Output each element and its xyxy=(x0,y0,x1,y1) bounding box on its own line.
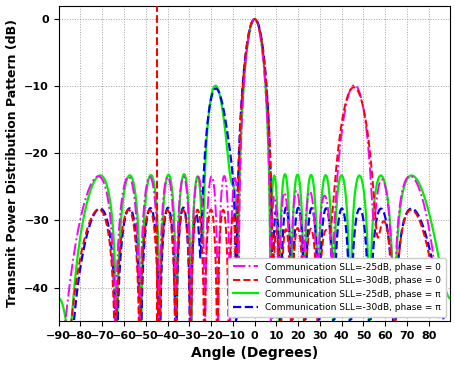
Communication SLL=-25dB, phase = 0 xyxy=(56,354,62,359)
Communication SLL=-25dB, phase = 0 xyxy=(56,355,61,359)
Communication SLL=-25dB, phase = 0 xyxy=(184,197,190,201)
Communication SLL=-25dB, phase = π xyxy=(56,296,62,301)
Communication SLL=-25dB, phase = π xyxy=(417,184,422,189)
Communication SLL=-30dB, phase = π xyxy=(342,223,348,227)
Communication SLL=-25dB, phase = π xyxy=(184,190,190,194)
Communication SLL=-25dB, phase = 0 xyxy=(251,17,257,21)
Communication SLL=-25dB, phase = 0 xyxy=(417,191,422,195)
Communication SLL=-25dB, phase = π xyxy=(259,46,264,51)
Communication SLL=-30dB, phase = 0 xyxy=(184,236,190,240)
X-axis label: Angle (Degrees): Angle (Degrees) xyxy=(191,347,318,361)
Legend: Communication SLL=-25dB, phase = 0, Communication SLL=-30dB, phase = 0, Communic: Communication SLL=-25dB, phase = 0, Comm… xyxy=(228,258,445,317)
Y-axis label: Transmit Power Distribution Pattern (dB): Transmit Power Distribution Pattern (dB) xyxy=(5,19,19,307)
Communication SLL=-25dB, phase = 0 xyxy=(342,104,348,109)
Communication SLL=-30dB, phase = 0 xyxy=(259,44,264,48)
Line: Communication SLL=-25dB, phase = π: Communication SLL=-25dB, phase = π xyxy=(59,19,450,366)
Communication SLL=-25dB, phase = π xyxy=(56,296,61,300)
Line: Communication SLL=-30dB, phase = π: Communication SLL=-30dB, phase = π xyxy=(59,19,450,366)
Line: Communication SLL=-25dB, phase = 0: Communication SLL=-25dB, phase = 0 xyxy=(59,19,450,366)
Communication SLL=-30dB, phase = 0 xyxy=(342,101,348,105)
Communication SLL=-30dB, phase = π xyxy=(56,336,62,341)
Communication SLL=-25dB, phase = π xyxy=(308,173,313,177)
Communication SLL=-30dB, phase = π xyxy=(447,336,452,340)
Communication SLL=-25dB, phase = π xyxy=(252,17,257,21)
Line: Communication SLL=-30dB, phase = 0: Communication SLL=-30dB, phase = 0 xyxy=(59,19,450,366)
Communication SLL=-30dB, phase = π xyxy=(252,17,257,21)
Communication SLL=-30dB, phase = 0 xyxy=(308,227,313,231)
Communication SLL=-25dB, phase = π xyxy=(447,296,452,300)
Communication SLL=-30dB, phase = π xyxy=(417,218,422,222)
Communication SLL=-25dB, phase = 0 xyxy=(308,191,313,196)
Communication SLL=-30dB, phase = π xyxy=(308,206,313,211)
Communication SLL=-30dB, phase = π xyxy=(184,235,190,239)
Communication SLL=-30dB, phase = 0 xyxy=(251,17,257,21)
Communication SLL=-30dB, phase = 0 xyxy=(417,221,422,226)
Communication SLL=-30dB, phase = π xyxy=(56,336,61,340)
Communication SLL=-25dB, phase = 0 xyxy=(447,355,452,359)
Communication SLL=-30dB, phase = π xyxy=(259,42,264,46)
Communication SLL=-25dB, phase = 0 xyxy=(259,49,264,53)
Communication SLL=-25dB, phase = π xyxy=(342,193,348,197)
